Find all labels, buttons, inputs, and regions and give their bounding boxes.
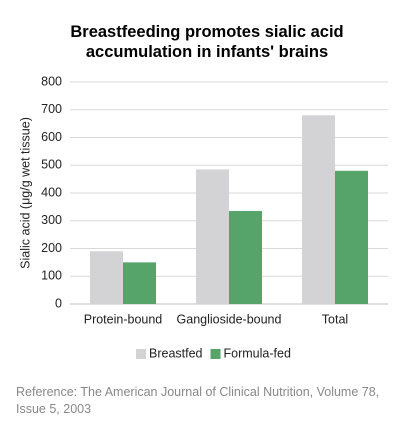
y-tick-label: 500 [41, 158, 62, 172]
x-tick-label: Total [322, 312, 348, 326]
x-tick-label: Ganglioside-bound [177, 312, 282, 326]
bar [302, 115, 335, 304]
x-tick-label: Protein-bound [84, 312, 163, 326]
y-tick-label: 700 [41, 102, 62, 116]
y-tick-label: 200 [41, 241, 62, 255]
legend-swatch [136, 349, 146, 359]
chart: Sialic acid (μg/g wet tissue) 0 100 200 300… [18, 74, 388, 360]
y-tick-label: 800 [41, 74, 62, 88]
y-tick-label: 300 [41, 213, 62, 227]
y-tick-label: 100 [41, 269, 62, 283]
legend-swatch [210, 349, 221, 359]
y-axis-label: Sialic acid (μg/g wet tissue) [18, 117, 32, 269]
source-note: Reference: The American Journal of Clini… [16, 385, 380, 416]
y-tick-label: 0 [55, 296, 62, 310]
bar [335, 170, 368, 304]
legend-label: Breastfed [149, 346, 203, 360]
chart-title: Breastfeeding promotes sialic acid accum… [70, 23, 344, 61]
bar [123, 262, 156, 304]
y-tick-label: 600 [41, 130, 62, 144]
bar [229, 211, 262, 304]
legend-label: Formula-fed [224, 346, 291, 360]
bar [90, 251, 123, 304]
y-tick-label: 400 [41, 185, 62, 199]
bar [196, 169, 229, 304]
